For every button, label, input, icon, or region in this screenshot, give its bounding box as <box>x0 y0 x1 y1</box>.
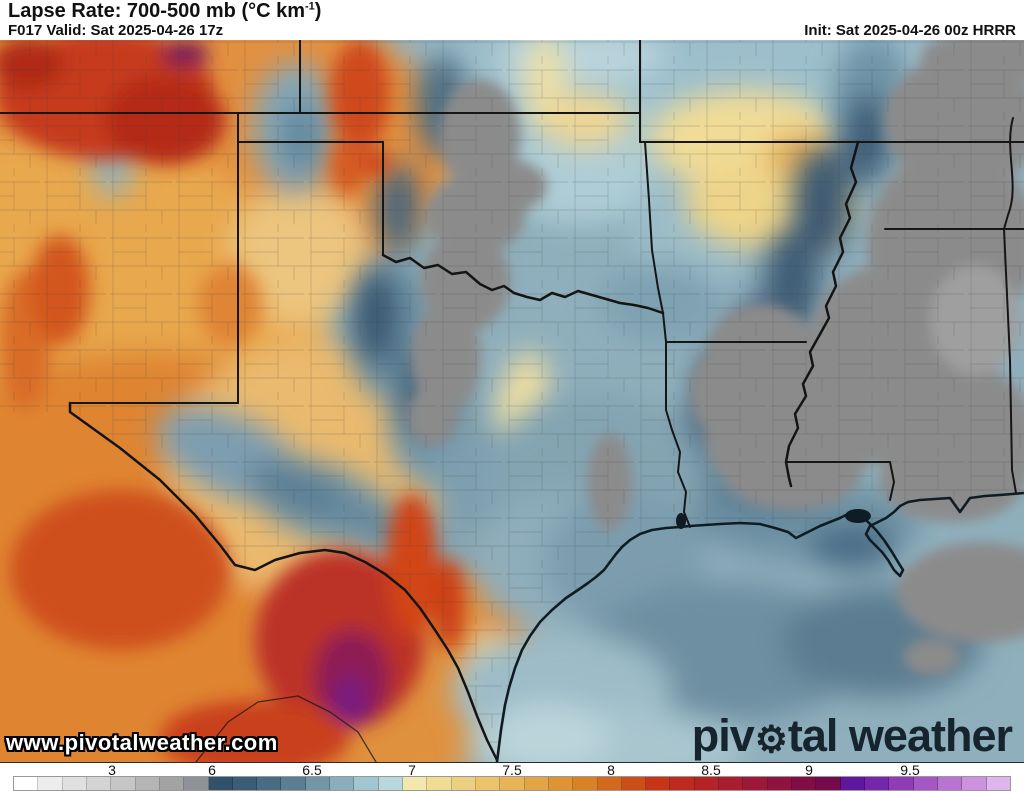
colorbar-segment <box>937 777 963 790</box>
colorbar-segment <box>354 777 379 790</box>
colorbar-segment <box>403 777 428 790</box>
title-text: Lapse Rate: 700-500 mb (°C km <box>8 0 306 22</box>
gear-icon: ⚙ <box>754 719 788 760</box>
colorbar-segment <box>670 777 695 790</box>
colorbar-tick-label: 8 <box>607 762 615 778</box>
colorbar-segment <box>548 777 574 790</box>
colorbar-segment <box>767 777 792 790</box>
colorbar-segment <box>840 777 865 790</box>
rio-grande <box>68 401 499 762</box>
colorbar-tick-label: 7 <box>408 762 416 778</box>
border-ms-al <box>1003 228 1017 494</box>
colorbar-segment <box>14 777 39 790</box>
colorbar-legend: 3 6 6.5 7 7.5 8 8.5 9 9.5 <box>0 762 1024 791</box>
colorbar-segment <box>184 777 209 790</box>
colorbar-segment <box>621 777 647 790</box>
border-tx-ar <box>662 312 667 343</box>
colorbar-segment <box>719 777 744 790</box>
gulf-coastline <box>495 491 1024 762</box>
colorbar-tick-label: 3 <box>108 762 116 778</box>
logo-text-prefix: piv <box>691 710 755 761</box>
url-watermark: www.pivotalweather.com <box>6 730 278 755</box>
init-time-label: Init: Sat 2025-04-26 00z HRRR <box>804 22 1016 39</box>
colorbar-strip <box>13 776 1011 791</box>
colorbar-segment <box>208 777 233 790</box>
lake-pontchartrain <box>845 509 871 523</box>
colorbar-segment <box>305 777 331 790</box>
red-river <box>381 253 665 315</box>
valid-time-label: F017 Valid: Sat 2025-04-26 17z <box>8 22 224 39</box>
colorbar-segment <box>864 777 890 790</box>
logo-text-suffix: tal weather <box>787 710 1013 761</box>
colorbar-tick-label: 6 <box>208 762 216 778</box>
border-tx-la-sabine <box>665 341 691 528</box>
colorbar-segment <box>378 777 403 790</box>
forecast-map[interactable]: www.pivotalweather.com piv ⚙ tal weather <box>0 40 1024 762</box>
mississippi-river <box>784 140 860 488</box>
border-pearl-river <box>889 461 895 501</box>
colorbar-segment <box>38 777 63 790</box>
colorbar-segment <box>62 777 87 790</box>
colorbar-segment <box>524 777 549 790</box>
title-superscript: -1 <box>305 0 315 13</box>
colorbar-segment <box>281 777 306 790</box>
rivers <box>68 140 860 762</box>
colorbar-segment <box>597 777 622 790</box>
colorbar-tick-label: 9.5 <box>900 762 920 778</box>
colorbar-segment <box>475 777 501 790</box>
colorbar-segment <box>257 777 282 790</box>
pivotal-weather-logo: piv ⚙ tal weather <box>691 710 1013 761</box>
colorbar-ticks: 3 6 6.5 7 7.5 8 8.5 9 9.5 <box>0 762 1024 778</box>
colorbar-segment <box>743 777 768 790</box>
colorbar-segment <box>451 777 476 790</box>
colorbar-segment <box>111 777 136 790</box>
colorbar-segment <box>86 777 112 790</box>
colorbar-tick-label: 8.5 <box>701 762 721 778</box>
colorbar-segment <box>500 777 525 790</box>
colorbar-segment <box>573 777 598 790</box>
border-ok-ar <box>644 141 664 314</box>
colorbar-segment <box>694 777 720 790</box>
colorbar-segment <box>913 777 938 790</box>
header: Lapse Rate: 700-500 mb (°C km-1) F017 Va… <box>0 0 1024 40</box>
colorbar-segment <box>889 777 914 790</box>
colorbar-tick-label: 6.5 <box>302 762 322 778</box>
border-mexico-states <box>195 695 377 762</box>
sabine-lake <box>676 513 686 529</box>
colorbar-segment <box>427 777 452 790</box>
colorbar-segment <box>646 777 671 790</box>
title-close: ) <box>314 0 322 22</box>
page-title: Lapse Rate: 700-500 mb (°C km-1) <box>8 0 321 23</box>
colorbar-segment <box>792 777 817 790</box>
colorbar-segment <box>816 777 841 790</box>
colorbar-segment <box>159 777 185 790</box>
colorbar-tick-label: 9 <box>805 762 813 778</box>
colorbar-segment <box>232 777 258 790</box>
colorbar-segment <box>330 777 355 790</box>
tennessee-river <box>1003 117 1014 230</box>
colorbar-segment <box>986 777 1010 790</box>
colorbar-segment <box>962 777 987 790</box>
state-borders <box>0 40 1024 762</box>
map-canvas <box>0 40 1024 762</box>
colorbar-segment <box>135 777 160 790</box>
colorbar-tick-label: 7.5 <box>502 762 522 778</box>
